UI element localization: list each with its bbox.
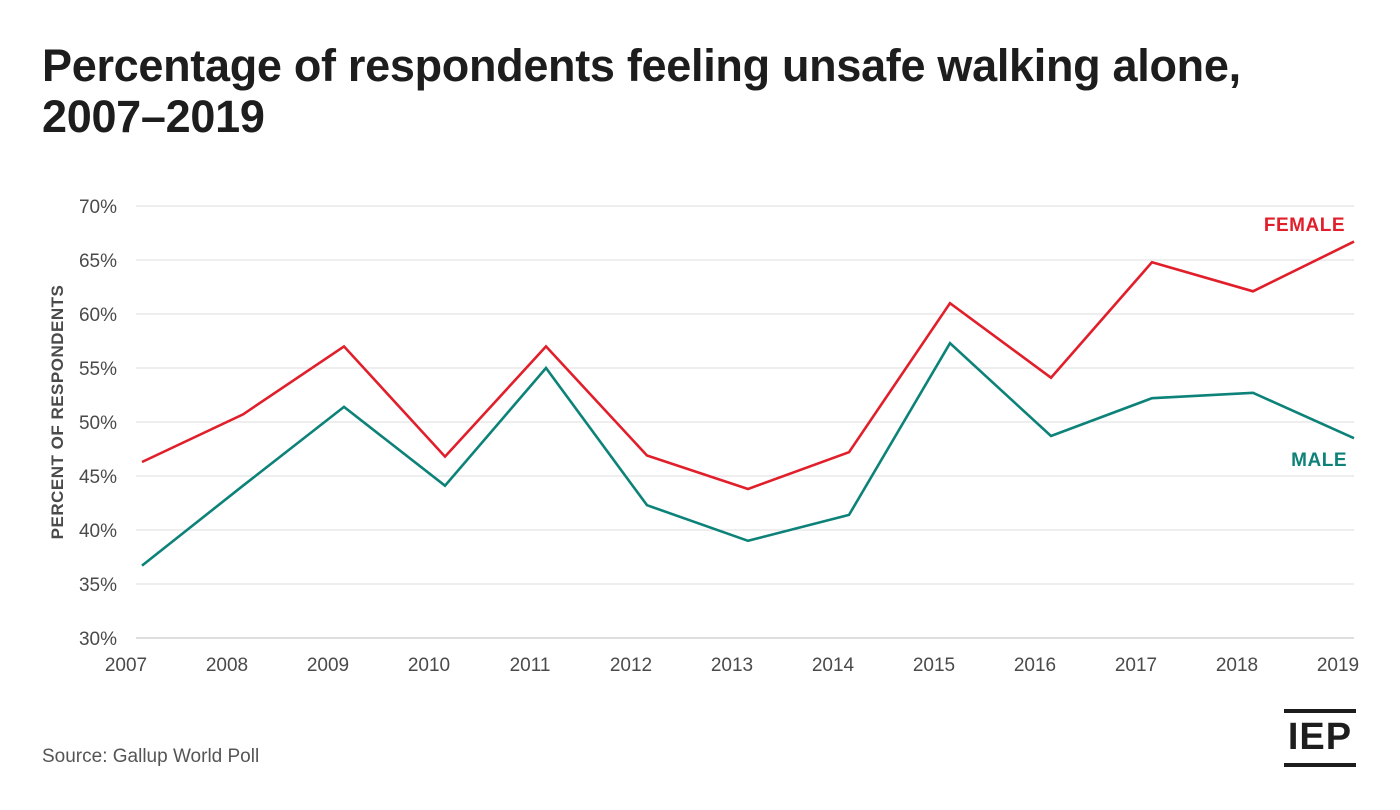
x-tick-label: 2013 bbox=[711, 655, 753, 676]
y-tick-label: 60% bbox=[79, 305, 117, 326]
x-tick-label: 2008 bbox=[206, 655, 248, 676]
series-lines bbox=[141, 240, 1355, 567]
series-line-male bbox=[141, 341, 1355, 567]
x-tick-label: 2011 bbox=[510, 655, 551, 676]
logo-top-bar bbox=[1284, 709, 1356, 713]
y-tick-label: 70% bbox=[79, 197, 117, 218]
x-tick-label: 2012 bbox=[610, 655, 652, 676]
iep-logo: IEP bbox=[1284, 709, 1356, 767]
series-label-female: FEMALE bbox=[1264, 215, 1345, 236]
y-tick-label: 35% bbox=[79, 575, 117, 596]
x-tick-label: 2009 bbox=[307, 655, 349, 676]
logo-text: IEP bbox=[1287, 716, 1353, 758]
x-tick-label: 2018 bbox=[1216, 655, 1258, 676]
x-tick-label: 2015 bbox=[913, 655, 955, 676]
y-tick-label: 40% bbox=[79, 521, 117, 542]
x-tick-label: 2014 bbox=[812, 655, 855, 676]
y-tick-label: 50% bbox=[79, 413, 117, 434]
y-axis-label: PERCENT OF RESPONDENTS bbox=[48, 285, 67, 540]
x-tick-label: 2007 bbox=[105, 655, 147, 676]
gridlines bbox=[136, 205, 1354, 639]
y-tick-label: 55% bbox=[79, 359, 117, 380]
x-tick-label: 2017 bbox=[1115, 655, 1157, 676]
series-line-female bbox=[141, 240, 1355, 491]
chart-title: Percentage of respondents feeling unsafe… bbox=[42, 40, 1241, 142]
y-tick-label: 65% bbox=[79, 251, 117, 272]
x-tick-label: 2010 bbox=[408, 655, 450, 676]
x-axis-ticks: 2007 2008 2009 2010 2011 2012 2013 2014 2015 2016… bbox=[105, 655, 1359, 676]
y-tick-label: 30% bbox=[79, 629, 117, 650]
x-tick-label: 2016 bbox=[1014, 655, 1056, 676]
x-tick-label: 2019 bbox=[1317, 655, 1359, 676]
y-axis-ticks: 30% 35% 40% 45% 50% 55% 60% 65% 70% bbox=[79, 197, 117, 650]
source-note: Source: Gallup World Poll bbox=[42, 746, 260, 767]
series-label-male: MALE bbox=[1291, 450, 1347, 471]
y-tick-label: 45% bbox=[79, 467, 117, 488]
logo-bottom-bar bbox=[1284, 763, 1356, 767]
